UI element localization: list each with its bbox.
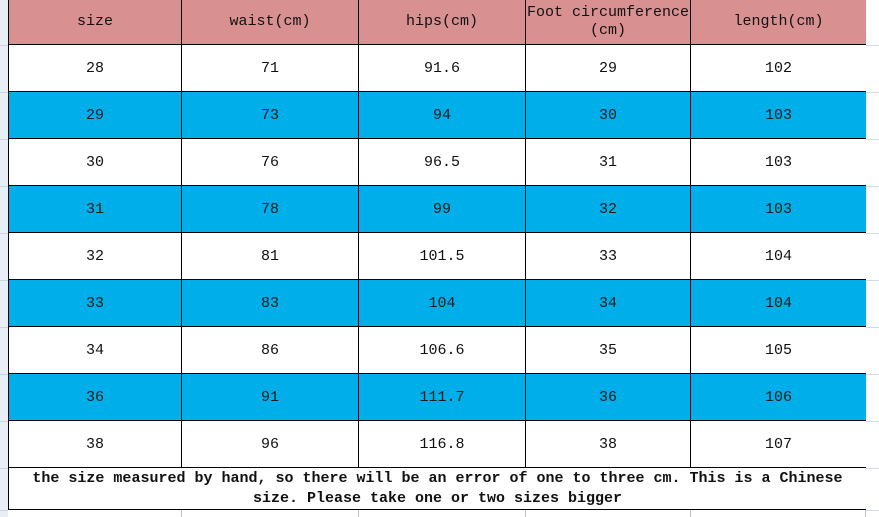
- cell: 36: [8, 373, 182, 421]
- gutter-gridline: [866, 280, 879, 281]
- measurement-note: the size measured by hand, so there will…: [8, 467, 867, 510]
- gutter-gridline: [0, 280, 8, 281]
- gutter-gridline: [0, 374, 8, 375]
- faint-gridline: [690, 510, 691, 517]
- note-row: the size measured by hand, so there will…: [8, 467, 867, 510]
- cell: 103: [690, 185, 867, 233]
- cell: 35: [525, 326, 691, 374]
- gutter-gridline: [866, 92, 879, 93]
- cell: 73: [181, 91, 359, 139]
- cell: 33: [525, 232, 691, 280]
- cell: 36: [525, 373, 691, 421]
- column-header-hips: hips(cm): [358, 0, 526, 45]
- cell: 106.6: [358, 326, 526, 374]
- gutter-gridline: [0, 186, 8, 187]
- left-gutter: [0, 0, 8, 517]
- cell: 103: [690, 138, 867, 186]
- cell: 99: [358, 185, 526, 233]
- note-line-1: the size measured by hand, so there will…: [32, 469, 843, 487]
- cell: 111.7: [358, 373, 526, 421]
- table-row: 29 73 94 30 103: [8, 91, 867, 139]
- cell: 31: [8, 185, 182, 233]
- cell: 30: [8, 138, 182, 186]
- column-header-length: length(cm): [690, 0, 867, 45]
- gutter-gridline: [866, 374, 879, 375]
- gutter-gridline: [0, 92, 8, 93]
- table-row: 31 78 99 32 103: [8, 185, 867, 233]
- table-row: 38 96 116.8 38 107: [8, 420, 867, 468]
- cell: 103: [690, 91, 867, 139]
- faint-gridline: [865, 510, 866, 517]
- cell: 76: [181, 138, 359, 186]
- table-row: 32 81 101.5 33 104: [8, 232, 867, 280]
- gutter-gridline: [866, 139, 879, 140]
- faint-gridline: [181, 510, 182, 517]
- cell: 29: [525, 44, 691, 92]
- gutter-gridline: [866, 510, 879, 511]
- cell: 34: [525, 279, 691, 327]
- table-row: 34 86 106.6 35 105: [8, 326, 867, 374]
- column-header-waist: waist(cm): [181, 0, 359, 45]
- cell: 28: [8, 44, 182, 92]
- gutter-gridline: [0, 45, 8, 46]
- cell: 34: [8, 326, 182, 374]
- cell: 33: [8, 279, 182, 327]
- gutter-gridline: [866, 327, 879, 328]
- cell: 71: [181, 44, 359, 92]
- cell: 105: [690, 326, 867, 374]
- gutter-gridline: [0, 139, 8, 140]
- column-header-foot-circumference: Foot circumference (cm): [525, 0, 691, 45]
- cell: 91: [181, 373, 359, 421]
- partial-next-row: [8, 510, 866, 517]
- cell: 96: [181, 420, 359, 468]
- cell: 32: [8, 232, 182, 280]
- gutter-gridline: [866, 45, 879, 46]
- cell: 91.6: [358, 44, 526, 92]
- table-row: 33 83 104 34 104: [8, 279, 867, 327]
- column-header-size: size: [8, 0, 182, 45]
- cell: 78: [181, 185, 359, 233]
- cell: 29: [8, 91, 182, 139]
- gutter-gridline: [866, 421, 879, 422]
- right-gutter: [866, 0, 879, 517]
- cell: 38: [8, 420, 182, 468]
- gutter-gridline: [0, 421, 8, 422]
- gutter-gridline: [0, 468, 8, 469]
- cell: 104: [358, 279, 526, 327]
- cell: 83: [181, 279, 359, 327]
- gutter-gridline: [866, 468, 879, 469]
- note-line-2: size. Please take one or two sizes bigge…: [252, 489, 623, 507]
- cell: 30: [525, 91, 691, 139]
- faint-gridline: [358, 510, 359, 517]
- size-chart-table: size waist(cm) hips(cm) Foot circumferen…: [8, 0, 867, 510]
- cell: 32: [525, 185, 691, 233]
- gutter-gridline: [866, 233, 879, 234]
- table-row: 28 71 91.6 29 102: [8, 44, 867, 92]
- table-row: 30 76 96.5 31 103: [8, 138, 867, 186]
- cell: 107: [690, 420, 867, 468]
- cell: 94: [358, 91, 526, 139]
- cell: 81: [181, 232, 359, 280]
- cell: 106: [690, 373, 867, 421]
- cell: 38: [525, 420, 691, 468]
- gutter-gridline: [0, 510, 8, 511]
- gutter-gridline: [0, 233, 8, 234]
- cell: 104: [690, 232, 867, 280]
- cell: 101.5: [358, 232, 526, 280]
- cell: 96.5: [358, 138, 526, 186]
- cell: 116.8: [358, 420, 526, 468]
- table-row: 36 91 111.7 36 106: [8, 373, 867, 421]
- gutter-gridline: [0, 327, 8, 328]
- faint-gridline: [525, 510, 526, 517]
- cell: 31: [525, 138, 691, 186]
- cell: 104: [690, 279, 867, 327]
- header-row: size waist(cm) hips(cm) Foot circumferen…: [8, 0, 867, 45]
- gutter-gridline: [866, 186, 879, 187]
- cell: 102: [690, 44, 867, 92]
- cell: 86: [181, 326, 359, 374]
